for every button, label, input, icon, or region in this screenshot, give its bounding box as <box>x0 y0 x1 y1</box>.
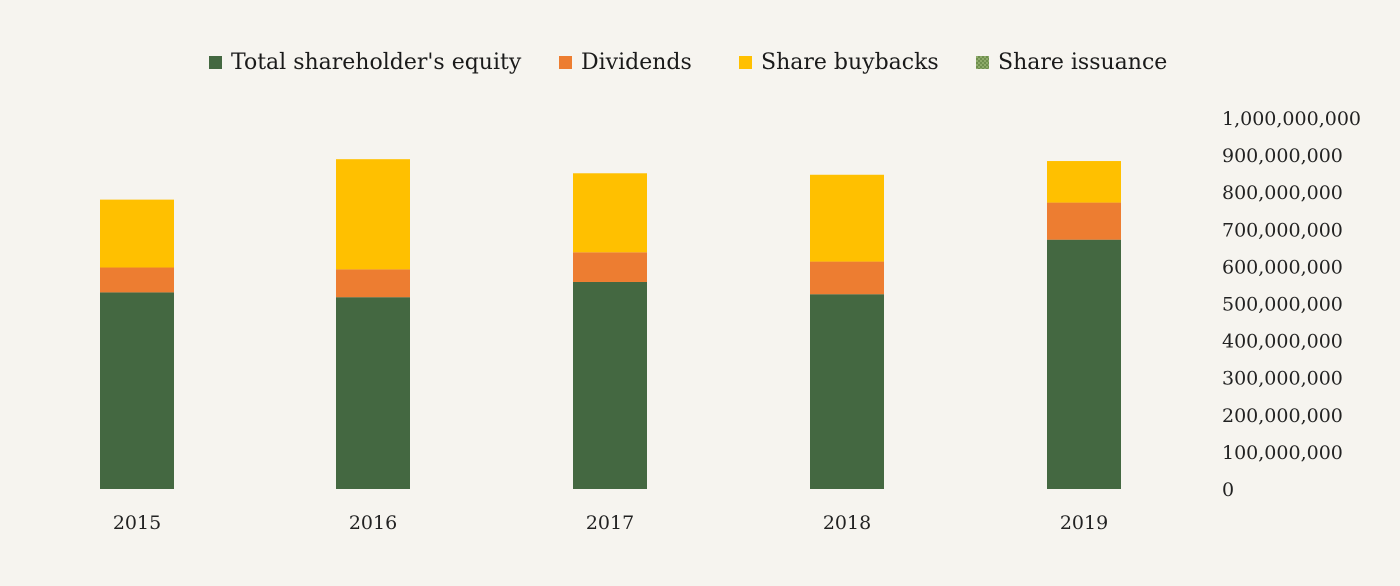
bar-segment-2018-2 <box>810 174 884 262</box>
y-tick-label: 700,000,000 <box>1222 219 1343 241</box>
y-tick-label: 900,000,000 <box>1222 145 1343 167</box>
legend-item-equity: Total shareholder's equity <box>209 50 521 75</box>
legend-item-issuance: Share issuance <box>976 50 1167 75</box>
legend-swatch-dividends <box>559 56 572 69</box>
x-tick-label: 2015 <box>113 512 161 534</box>
legend-swatch-equity <box>209 56 222 69</box>
bar-segment-2015-2 <box>100 199 174 268</box>
bar-segment-2016-2 <box>336 159 410 270</box>
bar-segment-2015-1 <box>100 267 174 293</box>
y-tick-label: 100,000,000 <box>1222 442 1343 464</box>
bar-segment-2017-2 <box>573 173 647 253</box>
legend-label-dividends: Dividends <box>581 50 692 75</box>
y-tick-label: 400,000,000 <box>1222 331 1343 353</box>
y-tick-label: 0 <box>1222 479 1234 501</box>
legend-label-issuance: Share issuance <box>998 50 1168 75</box>
bar-segment-2016-0 <box>336 297 410 489</box>
y-tick-label: 500,000,000 <box>1222 294 1343 316</box>
legend-label-buybacks: Share buybacks <box>761 50 939 75</box>
legend-swatch-buybacks <box>739 56 752 69</box>
legend-item-dividends: Dividends <box>559 50 692 75</box>
legend-item-buybacks: Share buybacks <box>739 50 939 75</box>
y-tick-label: 1,000,000,000 <box>1222 108 1361 130</box>
bar-segment-2019-0 <box>1047 239 1121 489</box>
bar-segment-2017-1 <box>573 252 647 282</box>
x-tick-label: 2017 <box>586 512 634 534</box>
bar-segment-2016-1 <box>336 269 410 298</box>
bar-segment-2017-0 <box>573 281 647 489</box>
y-tick-label: 600,000,000 <box>1222 256 1343 278</box>
y-tick-label: 200,000,000 <box>1222 405 1343 427</box>
legend-swatch-issuance <box>976 56 989 69</box>
bar-segment-2018-0 <box>810 294 884 489</box>
bar-segment-2019-2 <box>1047 161 1121 203</box>
y-tick-label: 300,000,000 <box>1222 368 1343 390</box>
x-tick-label: 2016 <box>349 512 397 534</box>
y-tick-label: 800,000,000 <box>1222 182 1343 204</box>
x-tick-label: 2019 <box>1060 512 1108 534</box>
bar-segment-2019-1 <box>1047 202 1121 240</box>
bar-segment-2015-0 <box>100 292 174 489</box>
bar-segment-2018-1 <box>810 261 884 295</box>
legend-label-equity: Total shareholder's equity <box>231 50 522 75</box>
legend: Total shareholder's equity Dividends Sha… <box>0 50 1400 84</box>
x-tick-label: 2018 <box>823 512 871 534</box>
